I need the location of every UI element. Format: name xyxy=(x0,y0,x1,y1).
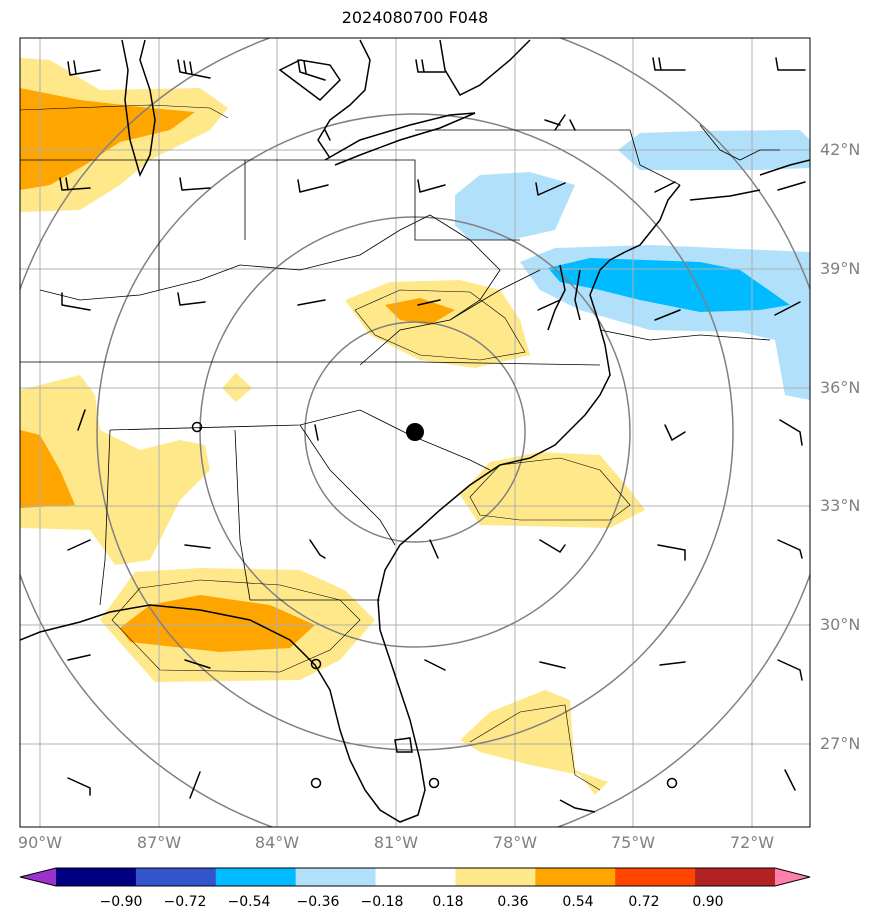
colorbar-segment xyxy=(135,868,217,886)
wind-barbs xyxy=(59,57,806,799)
colorbar-tick-label: 0.18 xyxy=(432,894,464,910)
station-marker xyxy=(310,777,322,789)
positive-field-strong xyxy=(20,88,195,190)
contours xyxy=(20,104,631,791)
station-marker xyxy=(310,658,322,670)
colorbar-segment xyxy=(56,868,137,886)
longitude-label: 90°W xyxy=(17,833,63,852)
colorbar-segment xyxy=(295,868,377,886)
latitude-label: 39°N xyxy=(820,259,861,278)
graticule xyxy=(20,38,810,827)
station-marker xyxy=(428,777,440,789)
colorbar-tick-label: −0.36 xyxy=(296,894,340,910)
latitude-label: 27°N xyxy=(820,734,861,753)
longitude-label: 78°W xyxy=(492,833,538,852)
longitude-label: 87°W xyxy=(136,833,182,852)
state-borders xyxy=(20,124,780,606)
latitude-label: 33°N xyxy=(820,496,861,515)
map-title: 2024080700 F048 xyxy=(341,8,489,27)
longitude-label: 75°W xyxy=(610,833,656,852)
center-point-marker xyxy=(406,423,424,441)
positive-field-strong xyxy=(20,430,75,508)
station-markers xyxy=(191,421,678,789)
colorbar-tick-label: −0.72 xyxy=(163,894,207,910)
colorbar-segment xyxy=(455,868,536,886)
station-marker xyxy=(191,421,203,433)
station-marker xyxy=(666,777,678,789)
colorbar-segment xyxy=(695,868,776,886)
colorbar-tick-label: 0.54 xyxy=(562,894,594,910)
colorbar-tick-label: −0.18 xyxy=(360,894,404,910)
colorbar-outline xyxy=(19,867,811,887)
latitude-label: 36°N xyxy=(820,378,861,397)
positive-field-light xyxy=(460,690,608,795)
colorbar-segment xyxy=(375,868,456,886)
colorbar-segment xyxy=(615,868,696,886)
colorbar-segment xyxy=(215,868,297,886)
latitude-label: 42°N xyxy=(820,140,861,159)
longitude-label: 81°W xyxy=(373,833,419,852)
colorbar-tick-label: 0.36 xyxy=(497,894,529,910)
colorbar-extension-high xyxy=(775,868,810,886)
positive-field-light xyxy=(460,452,645,528)
colorbar-tick-label: −0.90 xyxy=(99,894,143,910)
longitude-label: 84°W xyxy=(254,833,300,852)
colorbar-extension-low xyxy=(20,868,56,886)
colorbar xyxy=(19,867,811,887)
positive-field-strong xyxy=(385,298,455,325)
positive-field-strong xyxy=(120,595,315,652)
colorbar-tick-label: 0.90 xyxy=(692,894,724,910)
colorbar-tick-label: −0.54 xyxy=(227,894,271,910)
map-frame xyxy=(19,37,811,828)
negative-field-strong xyxy=(548,258,790,312)
colorbar-segment xyxy=(535,868,616,886)
latitude-label: 30°N xyxy=(820,615,861,634)
colorbar-tick-label: 0.72 xyxy=(628,894,660,910)
positive-field-light xyxy=(20,375,210,565)
longitude-label: 72°W xyxy=(729,833,775,852)
